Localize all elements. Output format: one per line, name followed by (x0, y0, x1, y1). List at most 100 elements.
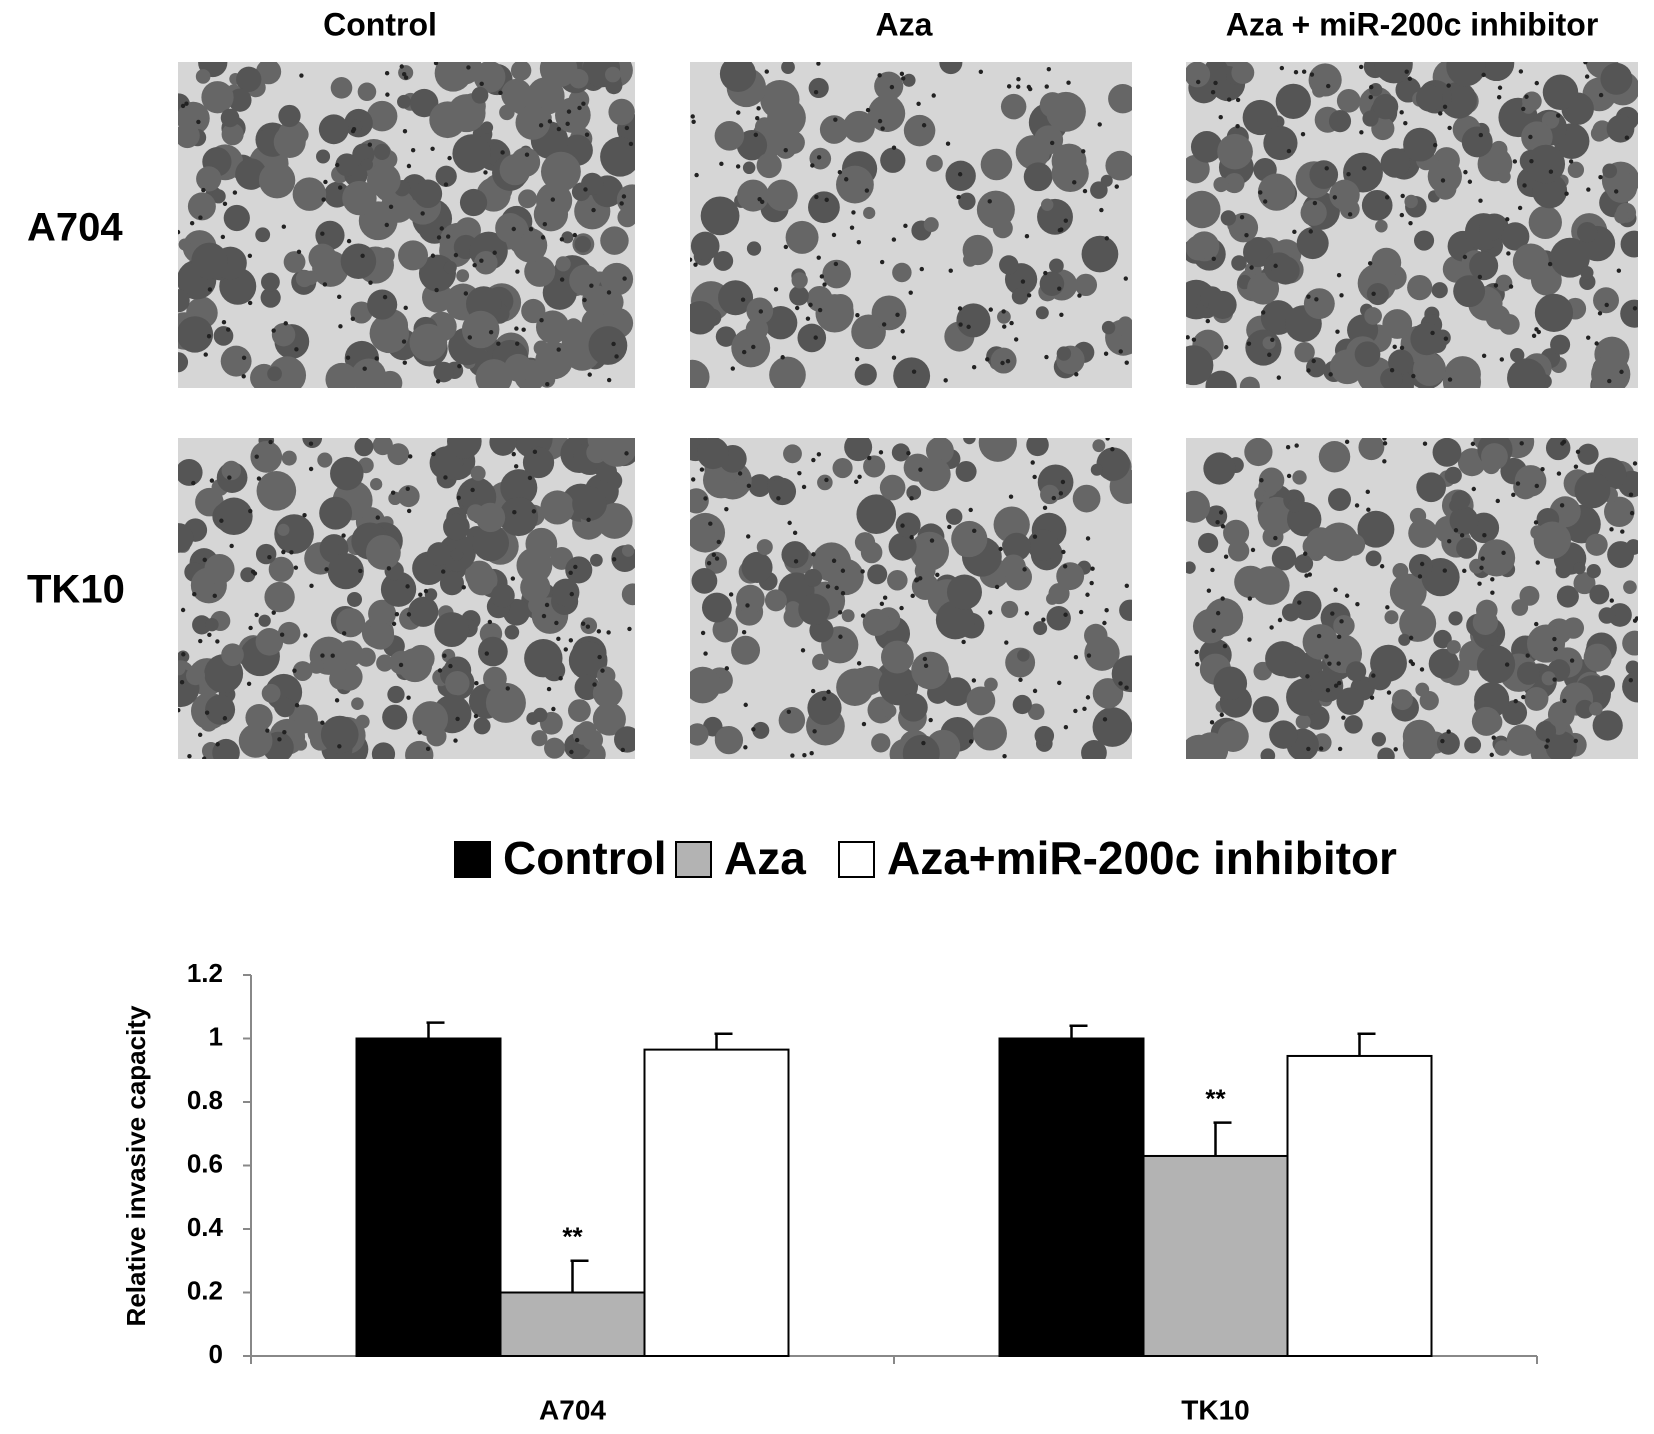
cell (752, 721, 770, 739)
cell (1480, 631, 1498, 649)
cell (268, 556, 294, 582)
pore (988, 610, 993, 615)
cell (1186, 345, 1214, 386)
cell (1328, 110, 1352, 133)
pore (443, 475, 448, 480)
cell (1514, 465, 1547, 497)
cell (1027, 529, 1059, 561)
pore (184, 101, 189, 106)
pore (619, 201, 624, 206)
pore (1004, 640, 1009, 645)
pore (547, 119, 553, 124)
pore (362, 366, 367, 371)
pore (1495, 498, 1500, 504)
pore (691, 477, 696, 482)
cell (1442, 362, 1482, 388)
cell (1000, 93, 1027, 120)
cell (797, 323, 827, 353)
pore (935, 572, 940, 578)
pore (708, 521, 713, 526)
pore (303, 633, 308, 638)
pore (1419, 667, 1425, 672)
cell (844, 438, 873, 462)
cell (714, 120, 745, 151)
cell (1090, 181, 1108, 199)
cell (510, 62, 532, 81)
cell (819, 115, 849, 144)
pore (1440, 178, 1446, 183)
legend-label: Aza (724, 832, 806, 884)
cell (1512, 243, 1549, 280)
pore (221, 320, 227, 325)
cell (1444, 466, 1462, 484)
cell (1190, 131, 1223, 163)
pore (1508, 284, 1514, 289)
pore (430, 146, 435, 152)
pore (202, 756, 207, 759)
pore (420, 211, 425, 216)
pore (1583, 62, 1588, 65)
pore (573, 564, 578, 570)
cell (756, 152, 782, 179)
cell (330, 456, 364, 491)
cell (808, 191, 840, 224)
cell (213, 326, 234, 346)
pore (351, 127, 357, 132)
pore (320, 231, 325, 236)
pore (474, 681, 479, 686)
pore (1186, 335, 1190, 340)
pore (1292, 229, 1297, 235)
pore (703, 651, 708, 656)
cell (731, 635, 761, 665)
column-header: Aza (876, 6, 933, 42)
cell (1476, 599, 1498, 622)
pore (532, 449, 538, 455)
cell (250, 441, 283, 473)
cell (1033, 125, 1064, 155)
cell (1046, 91, 1086, 132)
pore (368, 280, 373, 285)
cell (1048, 582, 1070, 605)
cell (953, 532, 979, 557)
pore (1619, 369, 1624, 375)
pore (207, 632, 212, 638)
cell (191, 242, 228, 280)
bar (1286, 1054, 1433, 1358)
cell (495, 213, 526, 243)
cell (1591, 354, 1631, 388)
pore (394, 611, 400, 617)
cell (1186, 235, 1211, 261)
pore (756, 106, 761, 111)
pore (337, 294, 342, 300)
cell (1262, 526, 1284, 548)
pore (556, 126, 562, 132)
pore (219, 518, 224, 523)
pore (279, 632, 285, 637)
cell (473, 717, 491, 735)
cell (1428, 648, 1459, 679)
cell (1243, 236, 1274, 268)
pore (1410, 661, 1416, 667)
cell (1567, 161, 1585, 178)
pore (854, 356, 860, 362)
pore (1573, 738, 1578, 744)
pore (1124, 685, 1129, 690)
pore (1337, 746, 1343, 752)
pore (918, 467, 923, 472)
pore (505, 686, 510, 691)
pore (891, 355, 897, 360)
cell (354, 438, 374, 457)
legend-swatch (675, 841, 712, 878)
pore (1270, 337, 1275, 342)
cell (1000, 554, 1026, 580)
pore (1470, 441, 1476, 447)
pore (448, 663, 453, 669)
cell (1399, 604, 1437, 642)
cell (1596, 675, 1615, 695)
cell (891, 443, 910, 462)
cell (1213, 176, 1229, 193)
cell (1120, 332, 1132, 346)
pore (956, 194, 961, 200)
pore (735, 164, 741, 169)
cell (1239, 376, 1260, 388)
